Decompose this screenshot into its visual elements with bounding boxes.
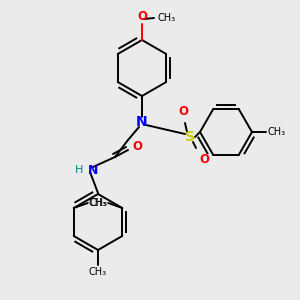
- Text: CH₃: CH₃: [88, 198, 106, 208]
- Text: CH₃: CH₃: [89, 267, 107, 277]
- Text: N: N: [88, 164, 98, 176]
- Text: N: N: [136, 115, 148, 129]
- Text: CH₃: CH₃: [90, 198, 108, 208]
- Text: O: O: [178, 105, 188, 118]
- Text: O: O: [132, 140, 142, 154]
- Text: H: H: [75, 165, 83, 175]
- Text: CH₃: CH₃: [158, 13, 176, 23]
- Text: CH₃: CH₃: [268, 127, 286, 137]
- Text: O: O: [137, 10, 147, 23]
- Text: O: O: [199, 153, 209, 166]
- Text: S: S: [185, 130, 195, 144]
